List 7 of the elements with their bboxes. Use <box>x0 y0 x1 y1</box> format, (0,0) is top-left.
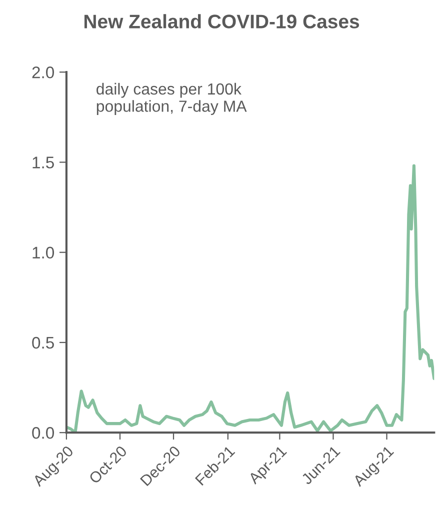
y-tick-label: 1.5 <box>32 156 54 168</box>
y-tick-label: 0.5 <box>32 336 54 349</box>
chart-title: New Zealand COVID-19 Cases <box>84 14 360 28</box>
y-tick-label: 2.0 <box>32 66 54 78</box>
y-tick-label: 0.0 <box>32 427 54 439</box>
y-tick-label: 1.0 <box>32 246 54 259</box>
annotation: daily cases per 100k population, 7-day MA <box>96 82 247 116</box>
